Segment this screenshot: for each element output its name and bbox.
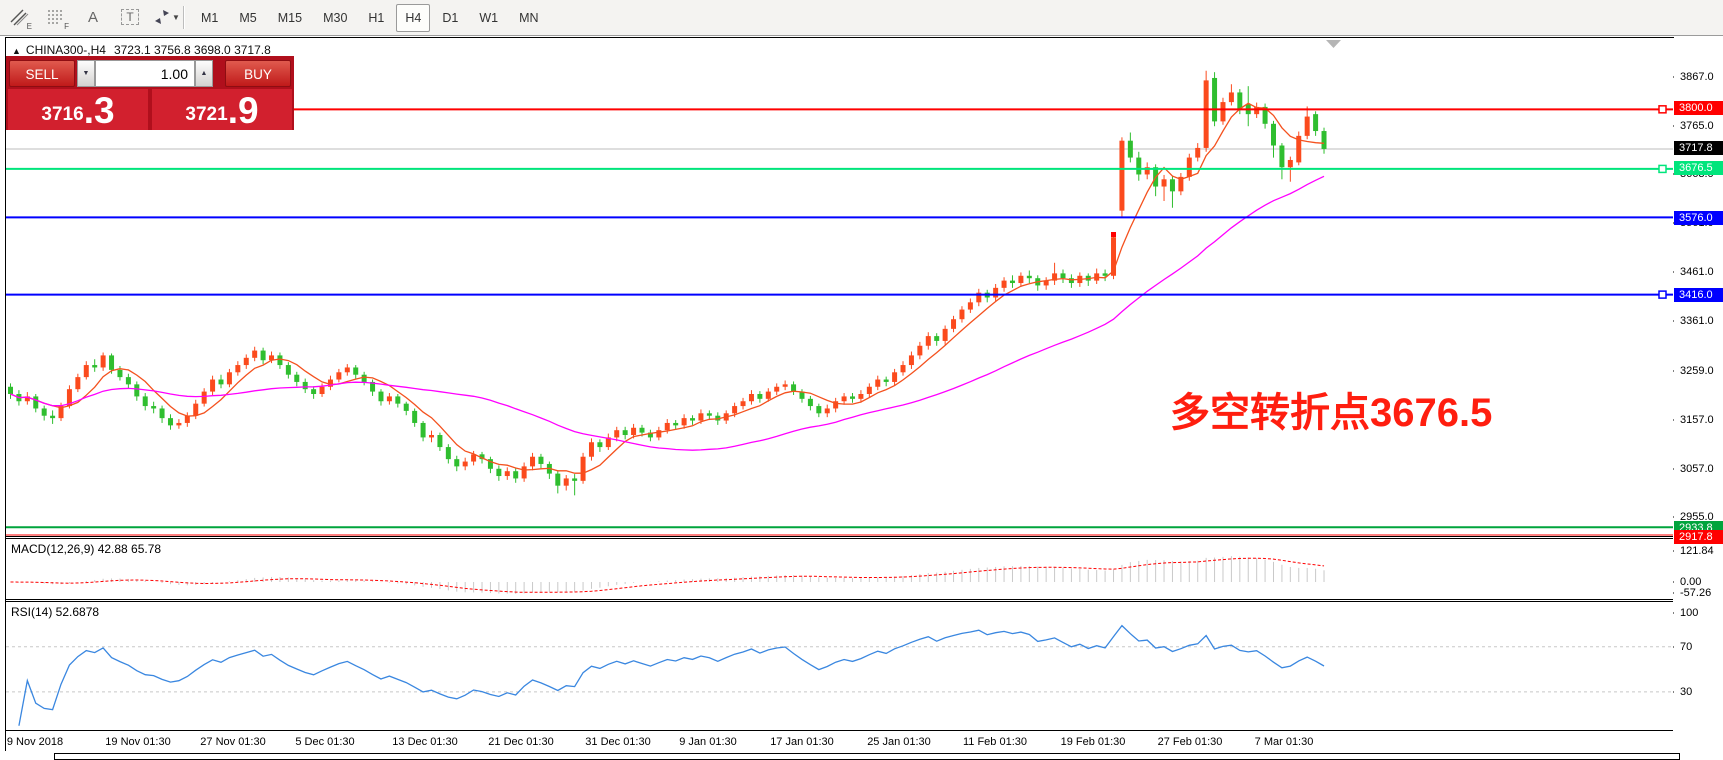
sell-price-box[interactable]: 3716.3 — [8, 89, 148, 130]
collapse-panel-icon[interactable]: ▲ — [12, 46, 21, 56]
panel-splitter-macd[interactable] — [6, 536, 1673, 539]
time-label: 5 Dec 01:30 — [295, 736, 355, 748]
chevron-down-icon: ▼ — [172, 12, 180, 22]
sell-price-main: 3716 — [41, 104, 84, 125]
rsi-axis-tick: 100 — [1680, 607, 1699, 619]
text-label-tool-button[interactable]: T — [115, 3, 145, 31]
time-axis[interactable]: 9 Nov 2018 19 Nov 01:30 27 Nov 01:30 5 Dec … — [6, 730, 1673, 751]
price-badge-3416.0: 3416.0 — [1674, 288, 1723, 302]
macd-axis-tick: 0.00 — [1680, 576, 1702, 588]
volume-decrease-button[interactable]: ▼ — [77, 60, 95, 87]
timeframe-button-M1[interactable]: M1 — [201, 11, 219, 25]
price-tick: 2955.0 — [1680, 511, 1714, 523]
annotation-text[interactable]: 多空转折点3676.5 — [1170, 391, 1493, 435]
price-tick: 3157.0 — [1680, 414, 1714, 426]
time-label: 27 Feb 01:30 — [1157, 736, 1223, 748]
price-badge-3717.8: 3717.8 — [1674, 141, 1723, 155]
time-label: 25 Jan 01:30 — [867, 736, 931, 748]
channel-icon — [10, 9, 29, 26]
fibonacci-tool-button[interactable]: F — [41, 3, 71, 31]
price-tick: 3259.0 — [1680, 365, 1714, 377]
price-badge-3800.0: 3800.0 — [1674, 101, 1723, 115]
price-tick: 3361.0 — [1680, 315, 1714, 327]
time-label: 11 Feb 01:30 — [962, 736, 1028, 748]
buy-price-box[interactable]: 3721.9 — [152, 89, 292, 130]
toolbar: E F A T ▼ — [0, 0, 1723, 36]
price-tick: 3765.0 — [1680, 120, 1714, 132]
toolbar-separator — [183, 6, 185, 29]
time-label: 9 Jan 01:30 — [679, 736, 737, 748]
chart-symbol-period: CHINA300-,H4 — [25, 43, 106, 57]
text-tool-button[interactable]: A — [78, 3, 108, 31]
timeframe-button-M30[interactable]: M30 — [323, 11, 348, 25]
time-label: 31 Dec 01:30 — [585, 736, 651, 748]
caret-up-icon: ▲ — [200, 70, 208, 77]
volume-input[interactable] — [95, 60, 195, 87]
volume-increase-button[interactable]: ▲ — [195, 60, 213, 87]
timeframe-button-D1[interactable]: D1 — [442, 11, 459, 25]
equidistant-channel-tool-button[interactable]: E — [4, 3, 34, 31]
timeframe-toolbar: M1 M5 M15 M30 H1 H4 D1 W1 MN — [192, 4, 548, 32]
macd-axis-tick: -57.26 — [1680, 587, 1712, 599]
chart-window[interactable] — [5, 37, 1675, 753]
buy-price-main: 3721 — [185, 104, 228, 125]
drawing-tools: E F A T ▼ — [4, 3, 182, 31]
time-label: 21 Dec 01:30 — [488, 736, 554, 748]
time-label: 19 Feb 01:30 — [1060, 736, 1126, 748]
price-axis[interactable]: 3867.03765.03663.03561.03461.03361.03259… — [1674, 37, 1723, 751]
chart-header: ▲ CHINA300-,H4 3723.1 3756.8 3698.0 3717.8 — [12, 43, 271, 57]
macd-axis-tick: 121.84 — [1680, 545, 1714, 557]
text-label-icon: T — [121, 9, 139, 25]
channel-tool-letter: E — [26, 22, 32, 31]
time-label: 17 Jan 01:30 — [770, 736, 834, 748]
time-label: 9 Nov 2018 — [6, 736, 64, 748]
price-tick: 3867.0 — [1680, 71, 1714, 83]
price-badge-2917.8: 2917.8 — [1674, 530, 1723, 544]
price-tick: 3057.0 — [1680, 463, 1714, 475]
timeframe-button-M15[interactable]: M15 — [277, 11, 303, 25]
one-click-trading-panel: SELL ▼ ▲ BUY 3716.3 3721.9 — [6, 56, 294, 130]
buy-price-pip: .9 — [227, 90, 259, 131]
time-label: 27 Nov 01:30 — [200, 736, 266, 748]
time-label: 13 Dec 01:30 — [392, 736, 458, 748]
sell-button[interactable]: SELL — [9, 60, 75, 87]
price-badge-3576.0: 3576.0 — [1674, 211, 1723, 225]
panel-splitter-rsi[interactable] — [6, 599, 1673, 602]
buy-button[interactable]: BUY — [225, 60, 291, 87]
rsi-axis-tick: 30 — [1680, 686, 1693, 698]
timeframe-button-M5[interactable]: M5 — [239, 11, 257, 25]
timeframe-button-H4[interactable]: H4 — [396, 4, 431, 32]
timeframe-button-H1[interactable]: H1 — [368, 11, 385, 25]
chart-shift-marker-icon — [1326, 40, 1341, 48]
price-tick: 3461.0 — [1680, 266, 1714, 278]
rsi-axis-tick: 70 — [1680, 641, 1693, 653]
arrows-icon — [155, 10, 170, 24]
object-anchor-dot — [1111, 232, 1116, 237]
fibonacci-icon — [48, 10, 64, 24]
time-label: 7 Mar 01:30 — [1254, 736, 1314, 748]
macd-indicator-label: MACD(12,26,9) 42.88 65.78 — [11, 542, 162, 556]
scrollbar-thumb[interactable] — [54, 753, 1680, 760]
sell-price-pip: .3 — [83, 90, 115, 131]
horizontal-scrollbar — [0, 751, 1723, 760]
chart-ohlc-values: 3723.1 3756.8 3698.0 3717.8 — [113, 43, 271, 57]
fibonacci-tool-letter: F — [64, 22, 69, 31]
time-label: 19 Nov 01:30 — [105, 736, 171, 748]
text-tool-icon: A — [87, 8, 98, 26]
arrows-tool-button[interactable]: ▼ — [152, 3, 182, 31]
rsi-indicator-label: RSI(14) 52.6878 — [11, 605, 100, 619]
caret-down-icon: ▼ — [82, 70, 90, 77]
timeframe-button-W1[interactable]: W1 — [479, 11, 499, 25]
timeframe-button-MN[interactable]: MN — [519, 11, 539, 25]
price-badge-3676.5: 3676.5 — [1674, 161, 1723, 175]
